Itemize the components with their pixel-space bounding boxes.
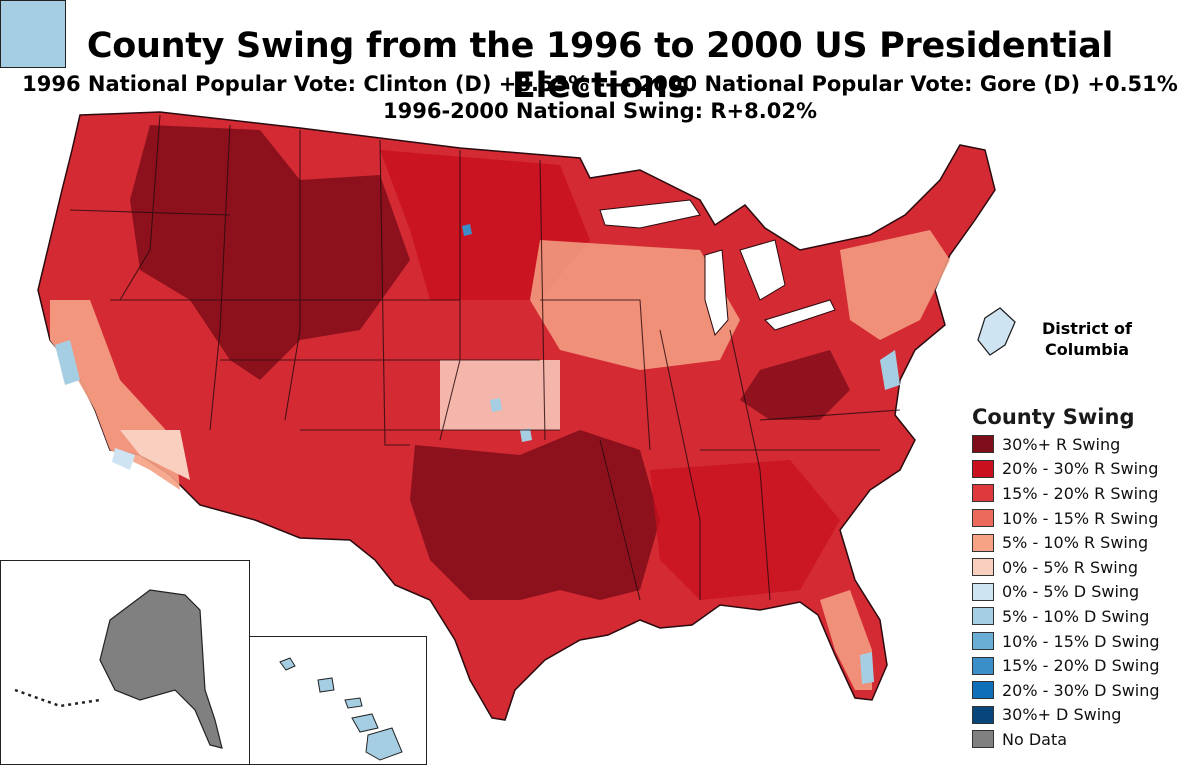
lake-erie <box>764 299 836 331</box>
legend-swatch <box>972 681 994 700</box>
dc-inset <box>0 0 66 68</box>
subtitle-popular-vote: 1996 National Popular Vote: Clinton (D) … <box>22 72 1178 96</box>
region-dark-r-appalachia <box>740 350 850 420</box>
legend-label: 15% - 20% D Swing <box>1002 656 1160 676</box>
legend-item: 10% - 15% R Swing <box>972 506 1197 531</box>
legend-item: 30%+ R Swing <box>972 432 1197 457</box>
legend-label: 30%+ D Swing <box>1002 705 1122 725</box>
hawaii-inset <box>249 636 427 765</box>
region-dark-r-mountain-west <box>130 125 410 380</box>
legend-label: 0% - 5% R Swing <box>1002 557 1138 577</box>
legend-swatch <box>972 533 994 552</box>
region-pale-r-southern-california <box>120 430 190 480</box>
region-light-r-northeast <box>840 230 950 340</box>
region-d-swing-bay-area <box>55 340 80 385</box>
legend-items: 30%+ R Swing 20% - 30% R Swing 15% - 20% R… <box>972 432 1197 752</box>
region-d-swing-mid-atlantic <box>880 350 900 390</box>
region-light-r-midwest <box>530 240 740 370</box>
legend-item: 20% - 30% R Swing <box>972 457 1197 482</box>
legend-item: 20% - 30% D Swing <box>972 678 1197 703</box>
state-borders <box>69 114 901 601</box>
legend-item: 0% - 5% D Swing <box>972 580 1197 605</box>
legend-swatch <box>972 730 994 749</box>
legend-swatch <box>972 656 994 675</box>
lake-superior <box>599 199 701 229</box>
region-d-swing-north-dakota-spot <box>462 224 472 236</box>
legend-label: 15% - 20% R Swing <box>1002 483 1159 503</box>
region-dark-r-southern-plains <box>410 430 660 600</box>
legend-item: 0% - 5% R Swing <box>972 555 1197 580</box>
legend-swatch <box>972 582 994 601</box>
legend-swatch <box>972 459 994 478</box>
legend-swatch <box>972 558 994 577</box>
legend-label: 5% - 10% D Swing <box>1002 606 1150 626</box>
region-light-r-florida <box>820 590 872 690</box>
region-d-swing-socal <box>112 448 135 470</box>
legend-item: 5% - 10% D Swing <box>972 604 1197 629</box>
legend-label: 30%+ R Swing <box>1002 434 1121 454</box>
region-pale-r-kansas <box>440 360 560 430</box>
legend-label: 10% - 15% D Swing <box>1002 631 1160 651</box>
legend-label: 10% - 15% R Swing <box>1002 508 1159 528</box>
legend-title: County Swing <box>972 405 1135 429</box>
legend-item: 5% - 10% R Swing <box>972 530 1197 555</box>
legend-label: 20% - 30% D Swing <box>1002 680 1160 700</box>
lake-huron <box>739 239 786 301</box>
region-d-swing-south-florida <box>860 652 874 684</box>
legend-item: 10% - 15% D Swing <box>972 629 1197 654</box>
legend-item: 15% - 20% R Swing <box>972 481 1197 506</box>
legend-label: 0% - 5% D Swing <box>1002 582 1140 602</box>
legend-swatch <box>972 484 994 503</box>
legend-label: 20% - 30% R Swing <box>1002 459 1159 479</box>
legend-swatch <box>972 632 994 651</box>
dc-outline <box>977 307 1016 356</box>
legend-item: No Data <box>972 727 1197 752</box>
legend-item: 15% - 20% D Swing <box>972 653 1197 678</box>
alaska-inset <box>0 560 250 765</box>
lake-michigan <box>704 249 729 337</box>
dc-label: District of Columbia <box>1042 319 1132 359</box>
legend-item: 30%+ D Swing <box>972 703 1197 728</box>
map-title: County Swing from the 1996 to 2000 US Pr… <box>86 26 1114 106</box>
legend-swatch <box>972 607 994 626</box>
region-mid-r-deep-south <box>650 460 840 600</box>
region-d-swing-kansas-spots <box>490 398 532 442</box>
legend: County Swing 30%+ R Swing 20% - 30% R Swi… <box>972 402 1197 752</box>
legend-label: No Data <box>1002 729 1068 749</box>
subtitle-national-swing: 1996-2000 National Swing: R+8.02% <box>383 99 817 123</box>
legend-label: 5% - 10% R Swing <box>1002 533 1149 553</box>
legend-swatch <box>972 435 994 454</box>
legend-swatch <box>972 509 994 528</box>
legend-swatch <box>972 705 994 724</box>
